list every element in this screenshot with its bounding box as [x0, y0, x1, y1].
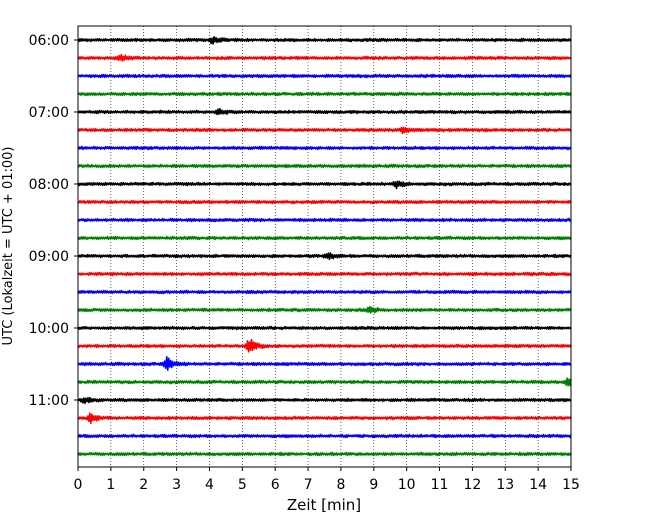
seismogram-trace	[77, 412, 572, 425]
x-tick-label: 4	[205, 477, 214, 493]
y-tick-label: 06:00	[29, 33, 69, 49]
y-axis-label: UTC (Lokalzeit = UTC + 01:00)	[1, 147, 16, 346]
y-axis: 06:00 07:00 08:00 09:00 10:00 11:00	[29, 33, 78, 409]
seismogram-trace	[77, 356, 572, 371]
x-tick-label: 15	[562, 477, 580, 493]
seismogram-trace	[77, 338, 572, 353]
seismogram-trace	[77, 180, 572, 190]
seismogram-trace	[77, 91, 572, 97]
y-tick-label: 08:00	[29, 177, 69, 193]
x-tick-label: 3	[172, 477, 181, 493]
seismogram-trace	[77, 451, 572, 457]
x-tick-label: 11	[431, 477, 449, 493]
x-tick-label: 7	[304, 477, 313, 493]
seismogram-trace	[77, 289, 572, 295]
y-tick-label: 10:00	[29, 321, 69, 337]
x-tick-label: 1	[106, 477, 115, 493]
trace-group	[77, 35, 572, 457]
seismogram-trace	[77, 35, 572, 45]
seismogram-trace	[77, 325, 572, 331]
y-tick-label: 07:00	[29, 105, 69, 121]
x-tick-label: 2	[139, 477, 148, 493]
seismogram-trace	[77, 377, 572, 387]
seismogram-trace	[77, 53, 572, 62]
x-axis: 0 1 2 3 4 5 6 7 8 9 10 11 12 13 14 15	[74, 467, 580, 493]
x-tick-label: 5	[238, 477, 247, 493]
seismogram-trace	[77, 107, 572, 116]
x-tick-label: 13	[496, 477, 514, 493]
seismogram-trace	[77, 305, 572, 314]
seismogram-trace	[77, 73, 572, 79]
x-tick-label: 10	[398, 477, 416, 493]
x-tick-label: 6	[271, 477, 280, 493]
x-tick-label: 9	[369, 477, 378, 493]
seismogram-trace	[77, 145, 572, 151]
x-tick-label: 14	[529, 477, 547, 493]
seismogram-trace	[77, 126, 572, 135]
y-tick-label: 11:00	[29, 393, 69, 409]
seismogram-trace	[77, 433, 572, 439]
seismogram-trace	[77, 199, 572, 205]
seismogram-trace	[77, 235, 572, 241]
y-tick-label: 09:00	[29, 249, 69, 265]
seismogram-trace	[77, 163, 572, 169]
seismogram-trace	[77, 396, 572, 405]
plot-frame	[77, 25, 572, 468]
seismogram-trace	[77, 217, 572, 223]
x-axis-label: Zeit [min]	[287, 496, 361, 514]
seismogram-trace	[77, 271, 572, 277]
x-tick-label: 8	[336, 477, 345, 493]
seismogram-trace	[77, 252, 572, 261]
x-tick-label: 0	[74, 477, 83, 493]
x-tick-label: 12	[463, 477, 481, 493]
